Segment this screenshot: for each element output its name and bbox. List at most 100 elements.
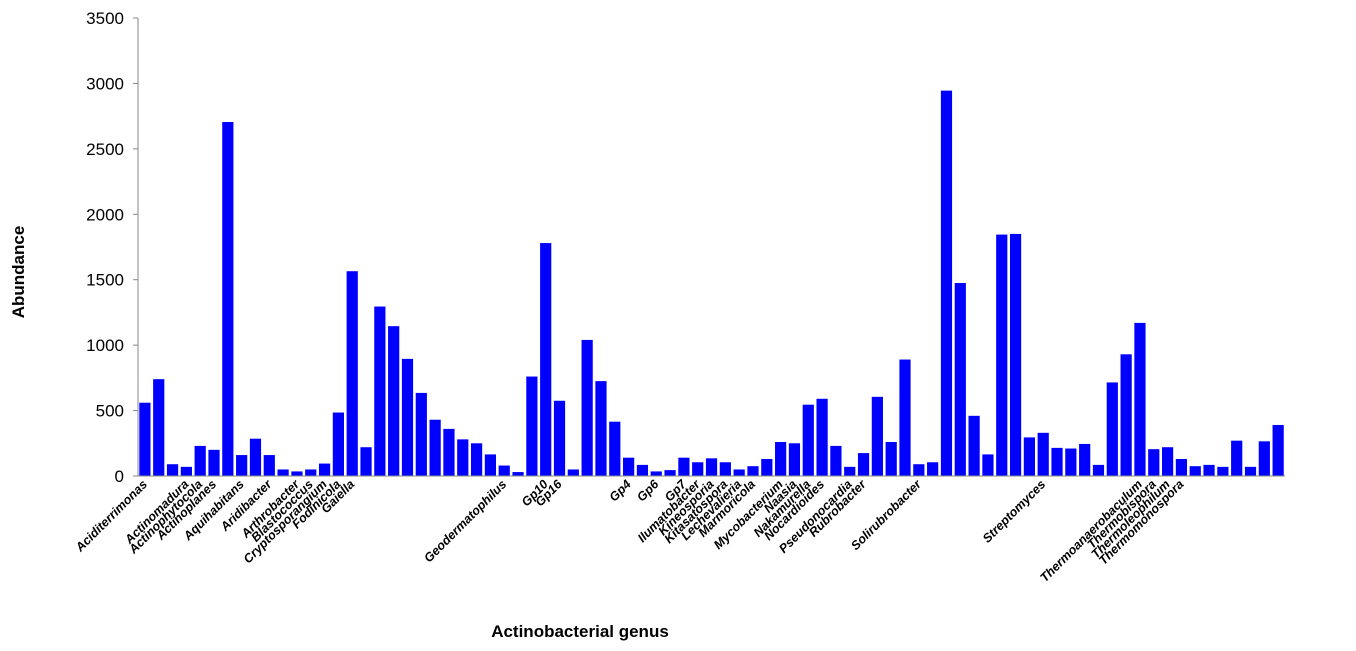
bar (360, 447, 372, 476)
bar (1009, 233, 1022, 476)
bar (692, 462, 704, 476)
bar (388, 326, 400, 476)
bar (429, 419, 441, 476)
bar (1023, 437, 1035, 476)
bar (678, 457, 690, 476)
bar (650, 471, 662, 476)
bar (1161, 447, 1174, 476)
bar (1203, 464, 1215, 476)
bar (498, 465, 510, 476)
bar (1092, 464, 1105, 476)
bar (802, 404, 814, 476)
y-tick-label: 1500 (86, 271, 124, 290)
bar (1065, 448, 1077, 476)
bar (526, 376, 538, 476)
bar (470, 443, 483, 476)
y-tick-label: 2500 (86, 140, 124, 159)
bar (871, 396, 883, 476)
bar (153, 379, 165, 476)
bar (775, 441, 787, 476)
bar (236, 455, 248, 476)
bar (1148, 449, 1160, 476)
bar (443, 428, 455, 476)
bar (968, 415, 980, 476)
x-tick-label: Geodermatophilus (421, 477, 509, 565)
bar (1217, 466, 1229, 476)
bar (291, 471, 303, 476)
bar (180, 466, 192, 476)
bar (1175, 458, 1188, 476)
bar (457, 439, 469, 476)
bar (277, 469, 289, 476)
bar (567, 469, 579, 476)
bar (996, 234, 1008, 476)
bar (512, 472, 524, 476)
bar (1231, 440, 1243, 476)
bar (940, 90, 953, 476)
bar (540, 243, 552, 476)
bar (913, 464, 925, 476)
bar (305, 469, 317, 476)
bar (623, 457, 635, 476)
y-tick-label: 1000 (86, 336, 124, 355)
bar (816, 398, 828, 476)
x-tick-label: Gp4 (607, 477, 634, 504)
bar (954, 282, 966, 476)
bar (1258, 441, 1270, 476)
bar (885, 441, 897, 476)
bar (844, 466, 856, 476)
bar (166, 464, 179, 476)
y-axis: 0 500 1000 1500 2000 2500 3000 3500 (86, 9, 139, 486)
bar (761, 458, 773, 476)
bar (609, 421, 621, 476)
bar (636, 464, 649, 476)
y-axis-title: Abundance (9, 226, 28, 319)
bar (318, 463, 331, 476)
y-tick-label: 3500 (86, 9, 124, 28)
y-tick-label: 0 (115, 467, 124, 486)
bar (484, 454, 497, 476)
bar (1037, 432, 1049, 476)
bar (927, 462, 939, 476)
x-tick-label: Gp6 (634, 476, 662, 504)
bar (401, 358, 414, 476)
bar (733, 469, 745, 476)
x-tick-label: Streptomyces (980, 477, 1048, 545)
bar (1106, 382, 1118, 476)
bar (1051, 447, 1063, 476)
bar (595, 381, 607, 476)
bar (374, 306, 386, 476)
bar (705, 458, 718, 476)
bar (263, 455, 275, 476)
bar (139, 402, 151, 476)
bar (857, 453, 870, 476)
bar (830, 445, 842, 476)
bar (581, 339, 593, 476)
y-tick-label: 3000 (86, 74, 124, 93)
bar (664, 470, 676, 476)
bar (747, 466, 759, 476)
y-tick-label: 500 (96, 402, 124, 421)
bar (1189, 466, 1201, 476)
bar (1120, 354, 1132, 476)
bar (982, 454, 994, 476)
bar (1134, 322, 1146, 476)
bar (553, 400, 566, 476)
bar (899, 359, 911, 476)
y-tick-label: 2000 (86, 205, 124, 224)
bar (1272, 424, 1284, 476)
bar (222, 122, 234, 476)
bar (719, 462, 731, 476)
x-axis-title: Actinobacterial genus (491, 622, 669, 641)
bar (415, 392, 427, 476)
bar (788, 443, 801, 476)
bar (1244, 466, 1257, 476)
bars (139, 90, 1284, 476)
bar (208, 449, 220, 476)
bar (346, 271, 358, 476)
bar (1079, 443, 1091, 476)
bar (194, 445, 206, 476)
bar (332, 412, 344, 476)
